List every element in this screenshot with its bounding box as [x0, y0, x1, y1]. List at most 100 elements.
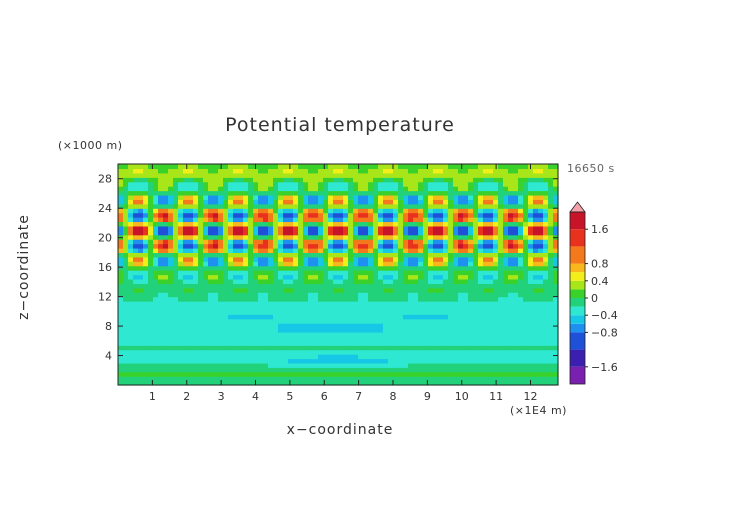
- heatmap-cell: [443, 380, 449, 386]
- heatmap-cell: [528, 309, 534, 315]
- heatmap-cell: [548, 194, 554, 200]
- heatmap-cell: [243, 168, 249, 174]
- heatmap-cell: [128, 345, 134, 351]
- heatmap-cell: [438, 296, 444, 302]
- heatmap-cell: [478, 362, 484, 368]
- heatmap-cell: [338, 292, 344, 298]
- heatmap-cell: [453, 323, 459, 329]
- heatmap-cell: [538, 287, 544, 293]
- heatmap-cell: [143, 336, 149, 342]
- heatmap-cell: [363, 292, 369, 298]
- heatmap-cell: [403, 314, 409, 320]
- heatmap-cell: [333, 340, 339, 346]
- heatmap-cell: [258, 327, 264, 333]
- heatmap-cell: [458, 247, 464, 253]
- heatmap-cell: [368, 270, 374, 276]
- heatmap-cell: [128, 265, 134, 271]
- heatmap-cell: [553, 256, 559, 262]
- heatmap-cell: [443, 217, 449, 223]
- heatmap-cell: [253, 186, 259, 192]
- heatmap-cell: [538, 203, 544, 209]
- heatmap-cell: [428, 327, 434, 333]
- heatmap-cell: [173, 305, 179, 311]
- heatmap-cell: [328, 194, 334, 200]
- heatmap-cell: [488, 331, 494, 337]
- heatmap-cell: [223, 318, 229, 324]
- heatmap-cell: [528, 354, 534, 360]
- heatmap-cell: [128, 287, 134, 293]
- heatmap-cell: [328, 345, 334, 351]
- heatmap-cell: [498, 270, 504, 276]
- heatmap-cell: [403, 274, 409, 280]
- heatmap-cell: [418, 172, 424, 178]
- heatmap-cell: [238, 261, 244, 267]
- heatmap-cell: [348, 296, 354, 302]
- heatmap-cell: [203, 190, 209, 196]
- heatmap-cell: [438, 301, 444, 307]
- heatmap-cell: [323, 252, 329, 258]
- heatmap-cell: [468, 172, 474, 178]
- heatmap-cell: [173, 283, 179, 289]
- heatmap-cell: [203, 296, 209, 302]
- heatmap-cell: [543, 380, 549, 386]
- heatmap-cell: [538, 296, 544, 302]
- heatmap-cell: [543, 340, 549, 346]
- heatmap-cell: [183, 292, 189, 298]
- heatmap-cell: [143, 230, 149, 236]
- heatmap-cell: [298, 305, 304, 311]
- heatmap-cell: [303, 278, 309, 284]
- heatmap-cell: [393, 208, 399, 214]
- heatmap-cell: [333, 212, 339, 218]
- heatmap-cell: [513, 358, 519, 364]
- heatmap-cell: [438, 190, 444, 196]
- heatmap-cell: [413, 270, 419, 276]
- heatmap-cell: [503, 331, 509, 337]
- heatmap-cell: [193, 217, 199, 223]
- heatmap-cell: [163, 172, 169, 178]
- heatmap-cell: [338, 345, 344, 351]
- heatmap-cell: [133, 349, 139, 355]
- heatmap-cell: [463, 354, 469, 360]
- heatmap-cell: [523, 323, 529, 329]
- heatmap-cell: [398, 292, 404, 298]
- heatmap-cell: [373, 168, 379, 174]
- heatmap-cell: [233, 225, 239, 231]
- heatmap-cell: [163, 252, 169, 258]
- heatmap-cell: [153, 194, 159, 200]
- heatmap-cell: [448, 181, 454, 187]
- heatmap-cell: [318, 234, 324, 240]
- heatmap-cell: [378, 247, 384, 253]
- heatmap-cell: [238, 345, 244, 351]
- heatmap-cell: [348, 358, 354, 364]
- heatmap-cell: [433, 181, 439, 187]
- heatmap-cell: [418, 243, 424, 249]
- heatmap-cell: [503, 194, 509, 200]
- heatmap-cell: [528, 340, 534, 346]
- heatmap-cell: [428, 340, 434, 346]
- heatmap-cell: [413, 362, 419, 368]
- heatmap-cell: [308, 247, 314, 253]
- heatmap-cell: [538, 323, 544, 329]
- heatmap-cell: [163, 367, 169, 373]
- heatmap-cell: [218, 274, 224, 280]
- heatmap-cell: [128, 380, 134, 386]
- heatmap-cell: [368, 239, 374, 245]
- heatmap-cell: [463, 301, 469, 307]
- heatmap-cell: [413, 234, 419, 240]
- heatmap-cell: [378, 181, 384, 187]
- heatmap-cell: [518, 212, 524, 218]
- heatmap-cell: [163, 194, 169, 200]
- heatmap-cell: [193, 371, 199, 377]
- heatmap-cell: [258, 340, 264, 346]
- heatmap-cell: [403, 331, 409, 337]
- heatmap-cell: [308, 181, 314, 187]
- heatmap-cell: [123, 172, 129, 178]
- heatmap-cell: [218, 230, 224, 236]
- heatmap-cell: [118, 292, 124, 298]
- heatmap-cell: [478, 203, 484, 209]
- heatmap-cell: [523, 287, 529, 293]
- heatmap-cell: [118, 190, 124, 196]
- heatmap-cell: [273, 274, 279, 280]
- heatmap-cell: [403, 243, 409, 249]
- heatmap-cell: [448, 199, 454, 205]
